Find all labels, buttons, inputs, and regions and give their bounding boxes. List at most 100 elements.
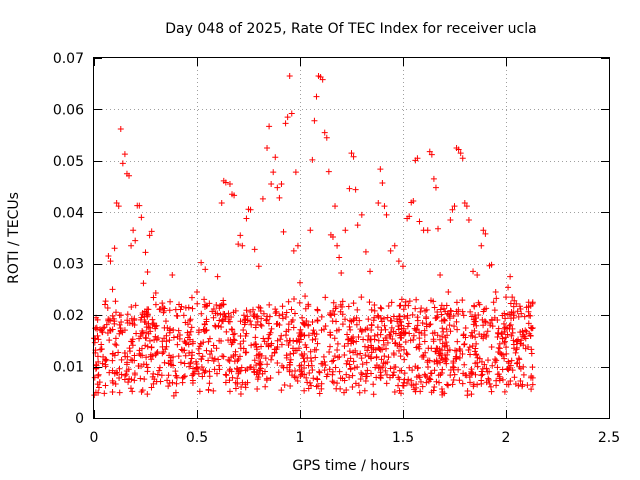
scatter-point	[428, 151, 435, 158]
scatter-point	[106, 369, 113, 376]
scatter-point	[461, 361, 468, 368]
scatter-point	[368, 306, 375, 313]
scatter-point	[248, 342, 255, 349]
scatter-point	[515, 313, 522, 320]
scatter-point	[290, 350, 297, 357]
scatter-point	[266, 301, 273, 308]
scatter-point	[181, 360, 188, 367]
scatter-point	[172, 368, 179, 375]
scatter-point	[432, 348, 439, 355]
scatter-point	[166, 307, 173, 314]
data-points	[91, 73, 536, 399]
scatter-point	[129, 388, 136, 395]
scatter-point	[297, 373, 304, 380]
scatter-point	[502, 315, 509, 322]
scatter-point	[443, 360, 450, 367]
scatter-point	[265, 335, 272, 342]
scatter-point	[198, 355, 205, 362]
scatter-point	[304, 379, 311, 386]
scatter-point	[97, 346, 104, 353]
scatter-point	[465, 217, 472, 223]
scatter-point	[263, 375, 270, 382]
scatter-point	[175, 353, 182, 360]
scatter-point	[116, 321, 123, 328]
scatter-point	[167, 357, 174, 364]
scatter-point	[459, 297, 466, 304]
scatter-point	[460, 331, 467, 338]
scatter-point	[506, 325, 513, 332]
scatter-point	[459, 308, 466, 315]
scatter-point	[196, 343, 203, 350]
scatter-point	[189, 377, 196, 384]
scatter-point	[282, 120, 289, 127]
scatter-point	[225, 356, 232, 363]
scatter-point	[341, 352, 348, 359]
scatter-point	[441, 390, 448, 397]
scatter-point	[501, 388, 508, 395]
scatter-point	[143, 324, 150, 331]
scatter-point	[443, 339, 450, 346]
scatter-point	[139, 327, 146, 334]
scatter-point	[231, 192, 238, 199]
scatter-point	[95, 358, 102, 365]
scatter-point	[124, 311, 131, 318]
scatter-point	[288, 110, 295, 117]
scatter-point	[368, 370, 375, 377]
scatter-point	[126, 172, 133, 179]
scatter-point	[311, 117, 318, 124]
scatter-point	[131, 315, 138, 322]
scatter-point	[502, 334, 509, 341]
scatter-point	[130, 227, 137, 234]
scatter-point	[342, 316, 349, 323]
scatter-point	[284, 364, 291, 371]
scatter-point	[499, 335, 506, 342]
scatter-point	[263, 317, 270, 324]
scatter-point	[423, 379, 430, 386]
scatter-point	[529, 299, 536, 306]
scatter-point	[112, 381, 119, 388]
scatter-point	[202, 266, 209, 273]
scatter-point	[213, 301, 220, 308]
scatter-point	[478, 242, 485, 249]
scatter-point	[244, 379, 251, 386]
scatter-point	[187, 316, 194, 323]
scatter-point	[280, 228, 287, 235]
scatter-point	[326, 343, 333, 350]
scatter-point	[335, 326, 342, 333]
scatter-point	[149, 316, 156, 323]
scatter-point	[386, 331, 393, 338]
scatter-point	[453, 356, 460, 363]
scatter-point	[306, 370, 313, 377]
scatter-point	[398, 296, 405, 303]
scatter-point	[205, 357, 212, 364]
scatter-point	[459, 380, 466, 387]
scatter-point	[99, 360, 106, 367]
scatter-point	[268, 356, 275, 363]
scatter-point	[173, 312, 180, 319]
scatter-point	[144, 364, 151, 371]
scatter-point	[228, 313, 235, 320]
scatter-point	[149, 352, 156, 359]
scatter-point	[306, 379, 313, 386]
scatter-point	[122, 372, 129, 379]
scatter-point	[501, 355, 508, 362]
scatter-point	[144, 311, 151, 318]
scatter-point	[151, 322, 158, 329]
scatter-point	[300, 355, 307, 362]
scatter-point	[278, 181, 285, 187]
scatter-point	[336, 353, 343, 360]
scatter-point	[510, 314, 517, 321]
scatter-point	[199, 353, 206, 360]
scatter-point	[105, 253, 112, 259]
scatter-point	[118, 371, 125, 378]
scatter-point	[410, 197, 417, 204]
scatter-point	[307, 227, 314, 234]
scatter-point	[273, 308, 280, 315]
scatter-point	[479, 316, 486, 323]
scatter-point	[205, 338, 212, 345]
scatter-point	[444, 381, 451, 388]
scatter-point	[401, 370, 408, 377]
scatter-point	[151, 336, 158, 343]
scatter-point	[329, 233, 336, 240]
scatter-point	[137, 375, 144, 382]
